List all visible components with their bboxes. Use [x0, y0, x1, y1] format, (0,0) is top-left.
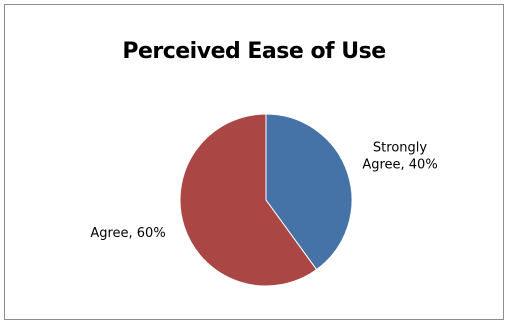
slice-label-line: Strongly: [373, 141, 427, 156]
pie-slice-1: [179, 113, 318, 287]
slice-label-0: Strongly Agree, 40%: [362, 141, 437, 173]
pie-slice-0: [265, 113, 353, 271]
slice-label-line: Agree, 40%: [362, 158, 437, 173]
slice-label-1: Agree, 60%: [90, 226, 165, 241]
chart-title: Perceived Ease of Use: [122, 39, 386, 64]
slice-label-line: Agree, 60%: [90, 226, 165, 241]
